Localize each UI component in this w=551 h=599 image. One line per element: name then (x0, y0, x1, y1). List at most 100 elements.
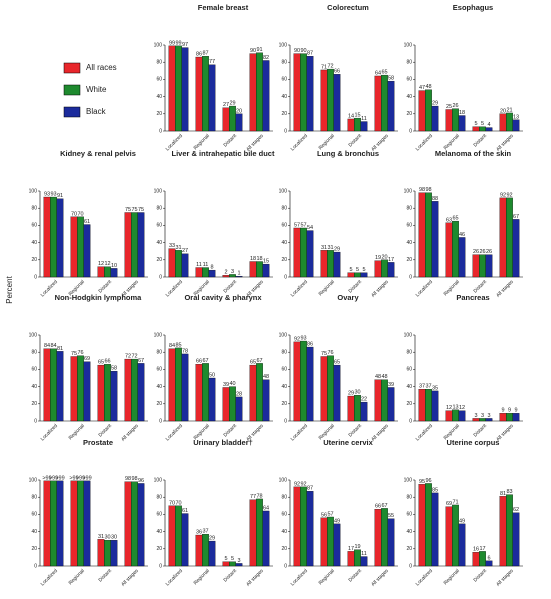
y-tick-label: 0 (284, 274, 287, 280)
value-label: 98 (425, 187, 431, 193)
panel-title: Non-Hodgkin lymphoma (55, 293, 142, 302)
x-tick-label: Distant (223, 423, 239, 439)
y-tick-label: 0 (34, 418, 37, 424)
value-label: 31 (321, 245, 327, 251)
bar (472, 552, 480, 567)
value-label: 64 (375, 70, 381, 76)
bar (131, 481, 138, 567)
value-label: 90 (250, 48, 256, 54)
y-tick-label: 20 (281, 257, 287, 263)
x-tick-label: Regional (318, 568, 336, 586)
bar (175, 347, 182, 422)
value-label: 31 (327, 245, 333, 251)
value-label: 85 (175, 342, 181, 348)
y-tick-label: 20 (156, 546, 162, 552)
bar (195, 534, 203, 567)
y-tick-label: 0 (34, 274, 37, 280)
y-tick-label: 100 (279, 42, 288, 48)
value-label: 26 (486, 249, 492, 255)
y-tick-label: 100 (154, 188, 163, 194)
legend-label: White (86, 85, 107, 94)
bar (137, 212, 145, 278)
value-label: 31 (98, 534, 104, 540)
bar (137, 483, 145, 567)
bar (70, 480, 78, 567)
bar (387, 80, 395, 132)
x-tick-label: Distant (348, 568, 364, 584)
bar (137, 363, 145, 422)
bar (77, 355, 84, 422)
bar (208, 540, 216, 567)
value-label: 92 (294, 481, 300, 487)
bar (83, 480, 91, 567)
value-label: 72 (125, 354, 131, 360)
y-tick-label: 80 (281, 350, 287, 356)
x-tick-label: Localized (165, 423, 184, 442)
bar (131, 212, 138, 278)
value-label: >99 (69, 475, 78, 481)
value-label: 18 (250, 256, 256, 262)
legend-swatch (63, 62, 81, 74)
y-tick-label: 100 (154, 477, 163, 483)
value-label: 25 (446, 104, 452, 110)
value-label: 92 (294, 336, 300, 342)
x-tick-label: All stages (495, 279, 515, 299)
value-label: 17 (348, 546, 354, 552)
y-tick-label: 100 (154, 332, 163, 338)
bar (222, 107, 230, 132)
panel-title: Kidney & renal pelvis (60, 149, 136, 158)
value-label: 50 (209, 372, 215, 378)
value-label: >99 (82, 475, 91, 481)
x-tick-label: All stages (495, 568, 515, 588)
value-label: 66 (334, 69, 340, 75)
bar (333, 74, 341, 132)
bar (175, 45, 182, 132)
value-label: 93 (44, 191, 50, 197)
value-label: 40 (229, 381, 235, 387)
y-tick-label: 20 (406, 546, 412, 552)
x-tick-label: Localized (290, 279, 309, 298)
value-label: 14 (348, 113, 354, 119)
value-label: 3 (474, 413, 477, 419)
value-label: 30 (104, 535, 110, 541)
value-label: 66 (196, 359, 202, 365)
value-label: 4 (487, 122, 490, 128)
value-label: 20 (500, 108, 506, 114)
bar (425, 389, 432, 422)
value-label: 17 (388, 257, 394, 263)
bar (124, 481, 132, 567)
bar (445, 109, 453, 132)
value-label: 98 (125, 476, 131, 482)
x-tick-label: Localized (165, 279, 184, 298)
bar (425, 483, 432, 567)
y-tick-label: 80 (156, 60, 162, 66)
y-tick-label: 20 (281, 401, 287, 407)
bar (168, 45, 176, 132)
bar (431, 105, 439, 132)
value-label: 11 (361, 551, 367, 557)
y-tick-label: 0 (159, 418, 162, 424)
bar (360, 121, 368, 132)
y-tick-label: 20 (156, 111, 162, 117)
value-label: 69 (446, 501, 452, 507)
bar (208, 64, 216, 132)
value-label: 49 (334, 518, 340, 524)
value-label: 9 (508, 408, 511, 414)
x-tick-label: All stages (120, 568, 140, 588)
value-label: 11 (203, 262, 209, 268)
bar (431, 201, 439, 278)
value-label: 29 (432, 101, 438, 107)
bar (77, 480, 84, 567)
value-label: 57 (327, 511, 333, 517)
value-label: 78 (256, 493, 262, 499)
x-tick-label: Localized (415, 133, 434, 152)
bar (320, 356, 328, 422)
bar (425, 89, 432, 132)
value-label: 36 (196, 529, 202, 535)
bar (387, 262, 395, 278)
value-label: 83 (506, 489, 512, 495)
value-label: 57 (294, 222, 300, 228)
y-tick-label: 20 (31, 257, 37, 263)
bar (181, 47, 189, 132)
value-label: 12 (104, 261, 110, 267)
